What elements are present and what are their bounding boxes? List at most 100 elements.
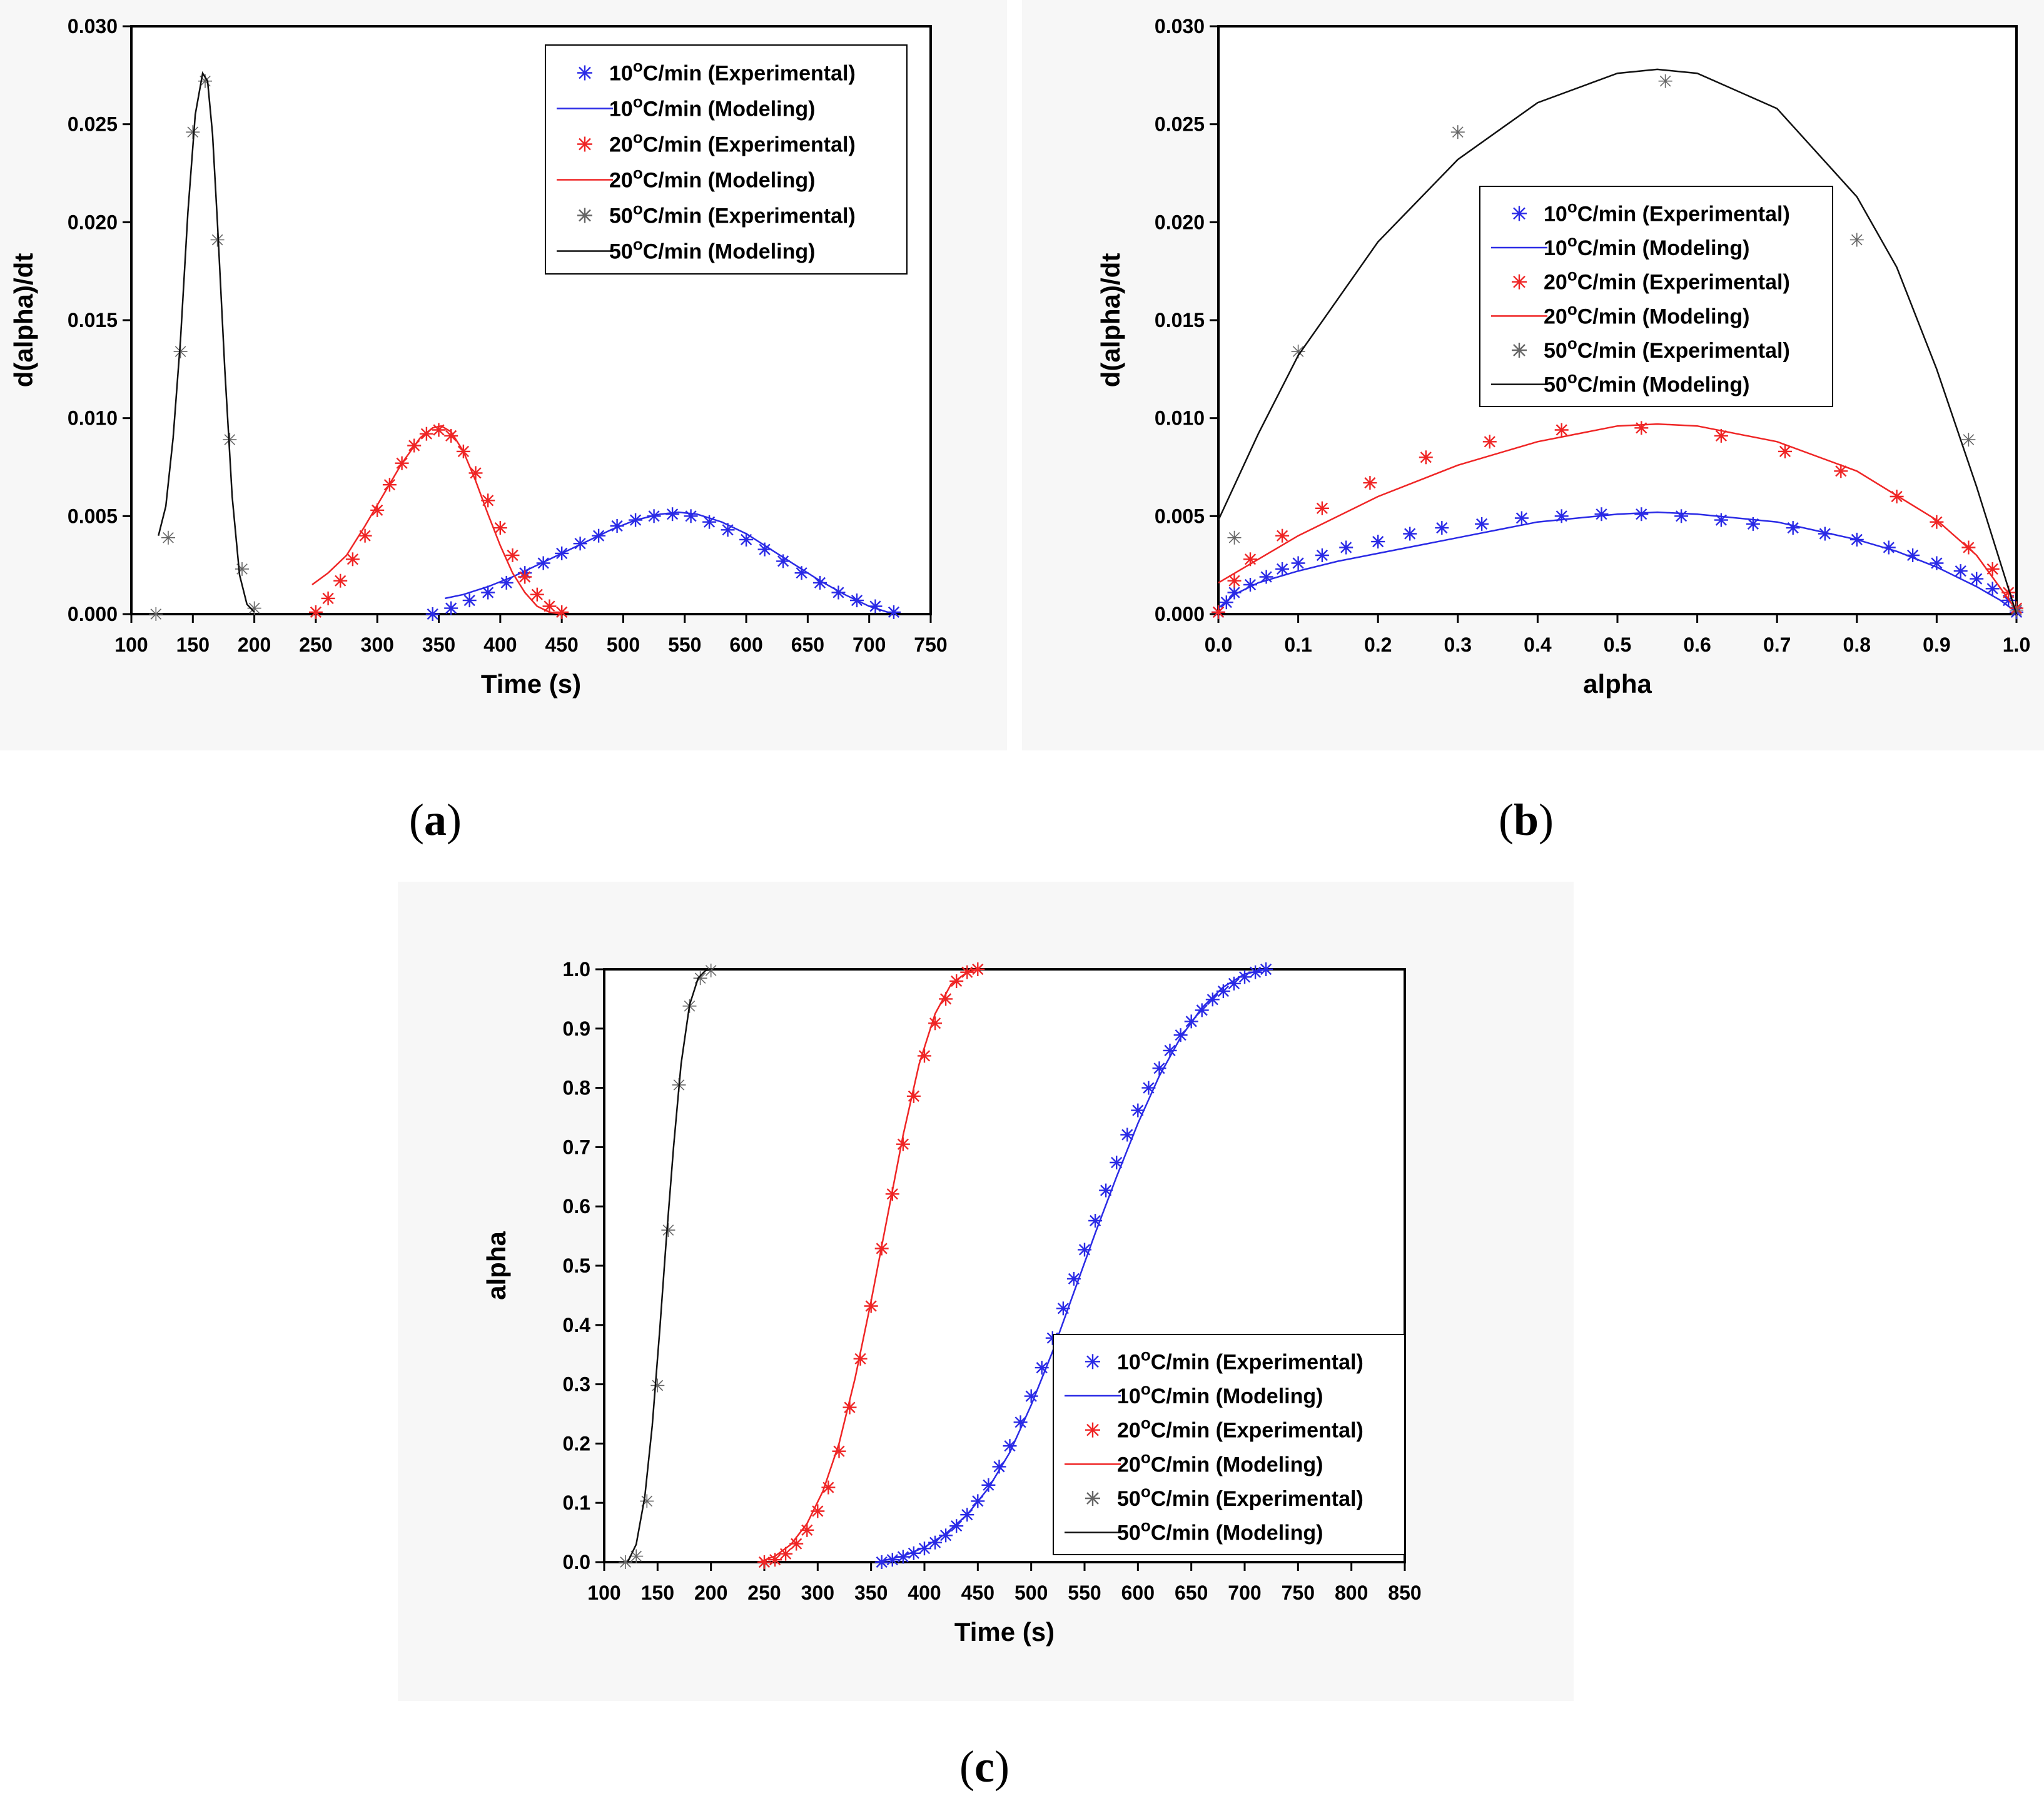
legend-item: 20oC/min (Experimental)	[1512, 266, 1790, 295]
data-point-blue	[1554, 509, 1569, 523]
x-tick-label: 0.7	[1763, 633, 1791, 656]
data-point-blue	[1371, 535, 1385, 549]
legend-item: 50oC/min (Experimental)	[577, 199, 856, 228]
x-tick-label: 500	[607, 633, 640, 656]
legend-item: 10oC/min (Modeling)	[1065, 1380, 1323, 1408]
data-point-blue	[1674, 509, 1689, 523]
data-point-red	[333, 573, 348, 588]
legend-label: 10oC/min (Modeling)	[1117, 1380, 1323, 1408]
legend-label: 20oC/min (Experimental)	[1544, 266, 1790, 295]
series-line-blue	[1218, 511, 2017, 613]
y-tick-label: 0.8	[563, 1077, 590, 1099]
data-point-blue	[1594, 507, 1609, 522]
x-tick-label: 200	[694, 1582, 727, 1604]
x-tick-label: 700	[853, 633, 886, 656]
x-tick-label: 600	[729, 633, 762, 656]
data-point-red	[1275, 528, 1290, 543]
data-point-gray	[161, 530, 175, 545]
series-line-black	[1217, 68, 2018, 615]
series-line-blue	[445, 511, 888, 613]
data-point-blue	[939, 1528, 953, 1543]
data-point-blue	[481, 585, 495, 600]
legend-a: 10oC/min (Experimental) 10oC/min (Modelin…	[545, 44, 908, 275]
legend-label: 10oC/min (Experimental)	[609, 57, 856, 86]
chart-a: 100 150 200 250 300 350 400 450 500 550 600 650 700 7…	[9, 15, 948, 699]
data-point-red	[1419, 450, 1433, 465]
y-tick-label: 0.0	[563, 1551, 590, 1573]
data-point-gray	[1961, 433, 1976, 447]
y-tick-label: 0.9	[563, 1017, 590, 1040]
y-tick-label: 0.030	[68, 15, 118, 38]
data-point-gray	[650, 1378, 665, 1393]
caption-c: (c)	[959, 1742, 1009, 1792]
data-point-red	[468, 466, 483, 480]
x-tick-label: 850	[1388, 1582, 1421, 1604]
series-line-red	[1218, 423, 2018, 611]
x-tick-label: 200	[238, 633, 271, 656]
legend-marker-swatch	[577, 65, 592, 81]
data-point-red	[505, 548, 520, 562]
x-tick-label: 0.4	[1524, 633, 1552, 656]
data-point-blue	[1786, 521, 1800, 535]
x-tick-label: 0.9	[1923, 633, 1950, 656]
y-axis-label: alpha	[482, 1231, 511, 1300]
x-tick-label: 150	[641, 1582, 674, 1604]
legend-label: 50oC/min (Experimental)	[609, 199, 856, 228]
y-tick-label: 0.010	[1155, 407, 1205, 430]
data-point-red	[1834, 464, 1848, 478]
data-point-gray	[210, 233, 225, 247]
legend-item: 10oC/min (Modeling)	[557, 93, 815, 121]
data-point-gray	[247, 601, 261, 615]
x-tick-label: 0.1	[1284, 633, 1312, 656]
y-axis-label: d(alpha)/dt	[9, 253, 38, 388]
y-tick-label: 0.7	[563, 1136, 590, 1158]
data-point-red	[842, 1400, 857, 1415]
data-point-blue	[1131, 1103, 1145, 1117]
legend-marker-swatch	[1512, 343, 1527, 358]
data-point-gray	[693, 971, 707, 986]
x-tick-label: 500	[1014, 1582, 1048, 1604]
legend-box	[545, 44, 908, 275]
legend-item: 20oC/min (Experimental)	[1085, 1414, 1364, 1443]
data-point-gray	[640, 1494, 654, 1508]
data-point-blue	[684, 509, 698, 523]
legend-marker-swatch	[1512, 274, 1527, 290]
legend-item: 10oC/min (Experimental)	[577, 57, 856, 86]
y-tick-label: 0.025	[68, 113, 118, 136]
data-point-blue	[462, 593, 477, 608]
x-tick-label: 100	[587, 1582, 620, 1604]
data-point-red	[555, 605, 569, 619]
x-tick-label: 300	[801, 1582, 834, 1604]
legend-marker-swatch	[1085, 1354, 1100, 1370]
x-tick-label: 550	[1068, 1582, 1101, 1604]
y-tick-label: 0.1	[563, 1491, 590, 1514]
data-point-blue	[573, 537, 587, 551]
x-tick-label: 1.0	[2003, 633, 2030, 656]
x-tick-label: 400	[483, 633, 517, 656]
x-tick-label: 450	[961, 1582, 994, 1604]
legend-label: 20oC/min (Experimental)	[1117, 1414, 1364, 1443]
caption-b: (b)	[1498, 795, 1554, 845]
x-tick-label: 350	[854, 1582, 888, 1604]
legend-box	[1053, 1334, 1405, 1555]
y-tick-label: 0.025	[1155, 113, 1205, 136]
series-line-black	[158, 71, 255, 613]
x-tick-label: 550	[668, 633, 701, 656]
data-point-red	[1634, 421, 1649, 435]
legend-item: 10oC/min (Experimental)	[1512, 197, 1790, 226]
y-tick-label: 0.005	[1155, 505, 1205, 527]
x-tick-label: 800	[1335, 1582, 1368, 1604]
x-tick-label: 700	[1228, 1582, 1261, 1604]
legend-label: 50oC/min (Modeling)	[609, 235, 815, 264]
data-point-gray	[173, 345, 188, 359]
x-tick-label: 0.2	[1364, 633, 1392, 656]
x-tick-label: 650	[1175, 1582, 1208, 1604]
data-point-red	[896, 1137, 910, 1151]
data-point-blue	[949, 1519, 964, 1533]
legend-marker-swatch	[577, 136, 592, 152]
x-tick-label: 300	[361, 633, 394, 656]
data-point-blue	[1205, 992, 1220, 1007]
data-point-blue	[739, 532, 754, 547]
legend-label: 10oC/min (Experimental)	[1117, 1345, 1364, 1374]
data-point-red	[518, 570, 532, 584]
